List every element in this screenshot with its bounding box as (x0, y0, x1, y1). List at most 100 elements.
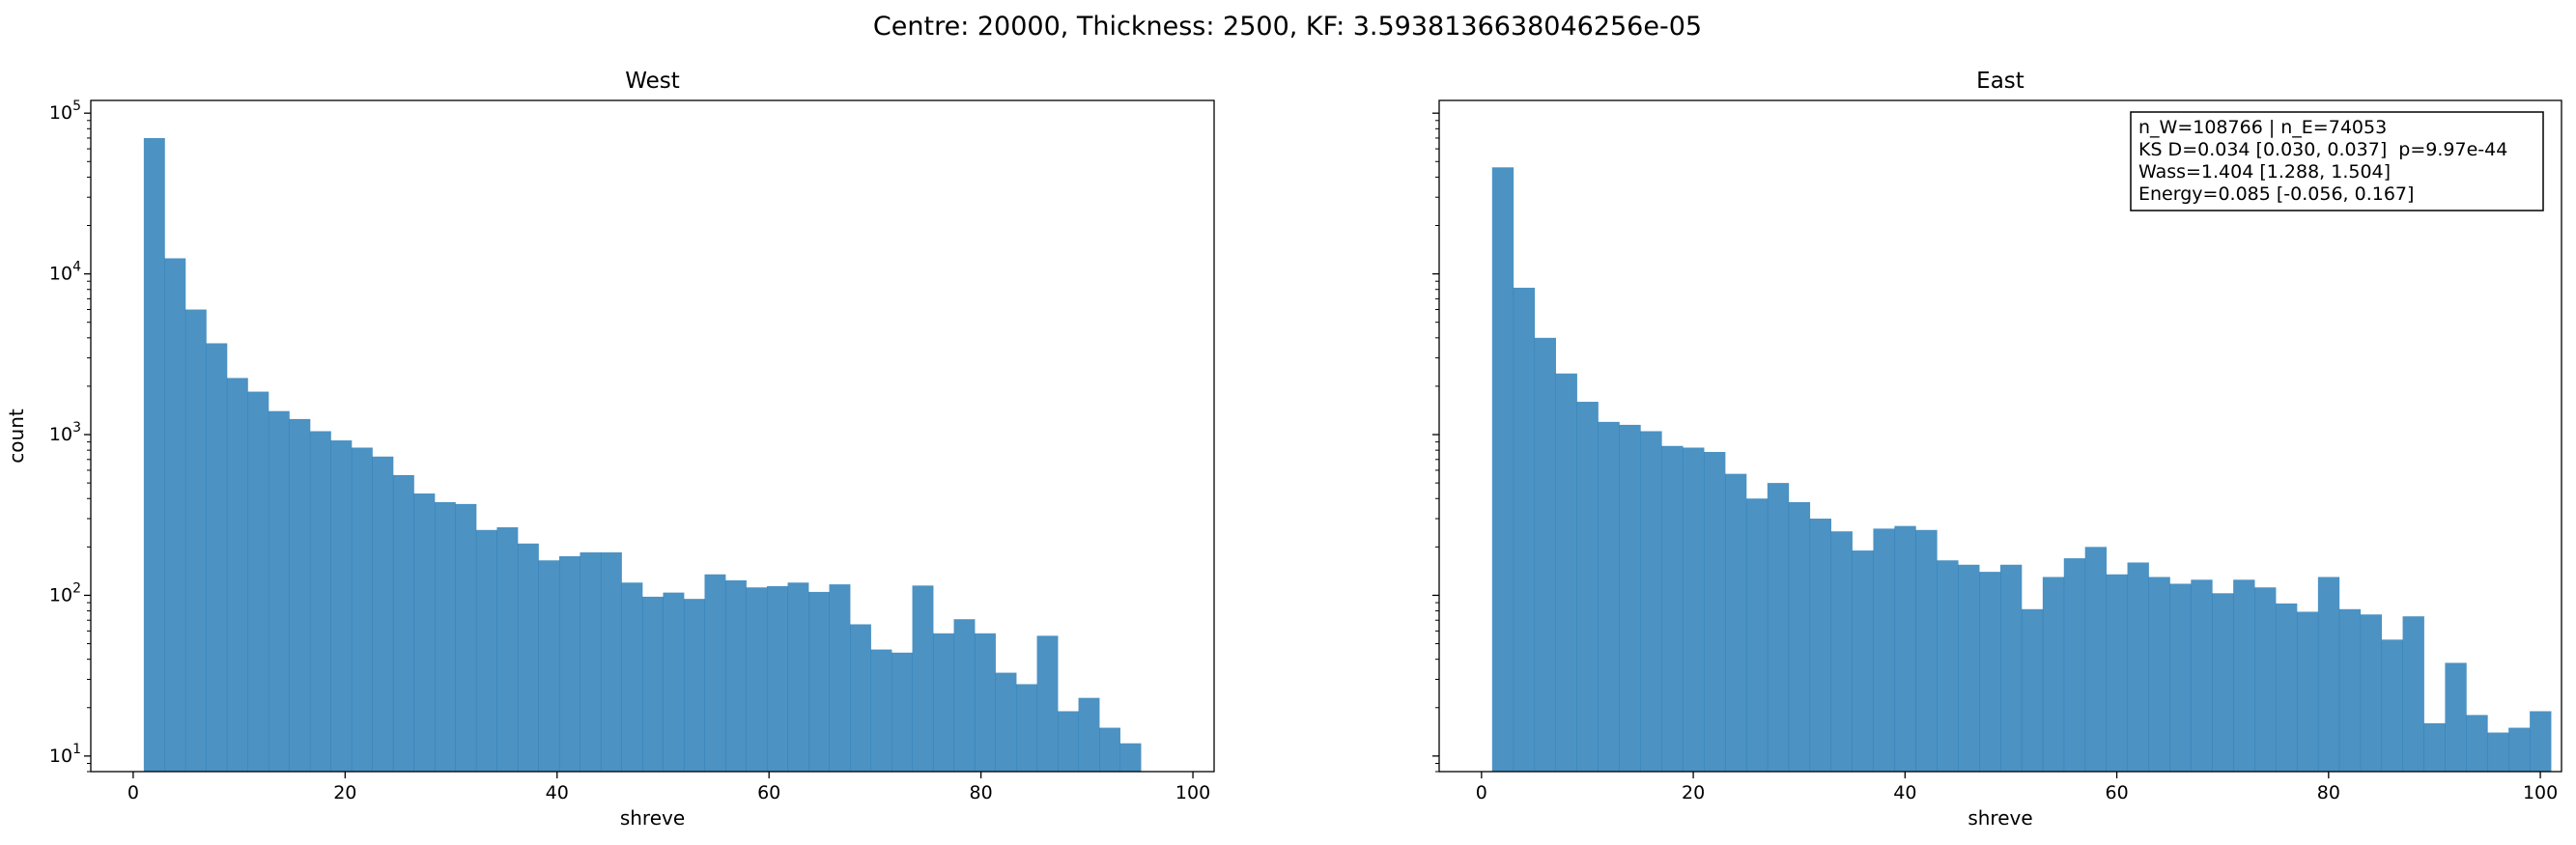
histogram-bar (2021, 608, 2044, 772)
histogram-bar (2508, 727, 2531, 772)
x-tick-label: 80 (970, 782, 993, 803)
histogram-bar (1788, 501, 1811, 772)
histogram-bar (517, 543, 539, 772)
east-axes-frame (1438, 99, 2562, 773)
histogram-bar (2063, 558, 2086, 772)
histogram-bar (475, 529, 497, 772)
histogram-bar (975, 633, 996, 772)
x-tick-label: 100 (2523, 782, 2558, 803)
stats-line-ks: KS D=0.034 [0.030, 0.037] p=9.97e-44 (2138, 139, 2507, 160)
east-x-axis-label: shreve (1967, 806, 2032, 830)
x-tick-label: 20 (333, 782, 356, 803)
histogram-bar (1513, 287, 1536, 772)
histogram-bar (1937, 560, 1959, 772)
west-bars (143, 137, 1142, 772)
x-tick-label: 40 (1893, 782, 1916, 803)
histogram-bar (1016, 684, 1037, 772)
histogram-bar (1767, 483, 1790, 772)
east-x-ticks: 0 20 40 60 80 100 (1476, 772, 2558, 803)
histogram-bar (2317, 577, 2340, 772)
histogram-bar (829, 584, 851, 772)
x-tick-label: 60 (2105, 782, 2128, 803)
histogram-bar (309, 431, 331, 772)
stats-line-wass: Wass=1.404 [1.288, 1.504] (2138, 161, 2391, 183)
histogram-bar (1598, 421, 1620, 772)
histogram-bar (580, 551, 602, 772)
y-tick-label: 105 (49, 99, 81, 124)
histogram-bar (1683, 447, 1705, 772)
histogram-bar (1491, 167, 1514, 772)
histogram-bar (1099, 727, 1120, 772)
histogram-bar (892, 652, 913, 772)
x-tick-label: 60 (757, 782, 780, 803)
histogram-bar (1534, 337, 1556, 772)
histogram-bar (2000, 564, 2023, 772)
histogram-bar (372, 456, 394, 772)
stats-line-counts: n_W=108766 | n_E=74053 (2138, 117, 2387, 138)
histogram-bar (1830, 531, 1853, 772)
east-panel: East 0 20 40 60 80 100 shreve (1432, 69, 2562, 830)
histogram-bar (2402, 616, 2424, 772)
histogram-bar (2127, 562, 2149, 772)
histogram-bar (933, 633, 954, 772)
y-tick-label: 103 (49, 420, 81, 445)
histogram-bar (351, 447, 373, 772)
histogram-bar (330, 440, 353, 772)
histogram-bar (289, 418, 311, 772)
histogram-bar (870, 649, 892, 772)
x-tick-label: 80 (2317, 782, 2340, 803)
x-tick-label: 100 (1175, 782, 1210, 803)
east-bars (1491, 167, 2552, 772)
histogram-bar (746, 587, 768, 772)
histogram-bar (1576, 402, 1599, 772)
histogram-bar (1979, 572, 2001, 772)
x-tick-label: 0 (1476, 782, 1487, 803)
histogram-bar (2338, 608, 2362, 772)
stats-box: n_W=108766 | n_E=74053 KS D=0.034 [0.030… (2130, 111, 2544, 211)
east-title: East (1976, 69, 2024, 94)
histogram-bar (1661, 445, 1684, 772)
west-title: West (625, 69, 680, 94)
histogram-bar (2106, 574, 2128, 772)
histogram-bar (2487, 732, 2509, 772)
west-x-axis-label: shreve (620, 806, 685, 830)
east-y-ticks (1432, 112, 1439, 773)
histogram-bar (600, 551, 622, 772)
histogram-bar (1619, 424, 1641, 772)
y-tick-label: 101 (49, 742, 81, 767)
histogram-bar (226, 378, 248, 772)
y-tick-label: 104 (49, 260, 81, 285)
histogram-bar (1640, 431, 1662, 772)
histogram-bar (953, 619, 976, 772)
histogram-bar (2276, 603, 2298, 772)
histogram-bar (1724, 473, 1747, 772)
histogram-bar (496, 527, 519, 772)
x-tick-label: 20 (1682, 782, 1705, 803)
histogram-bar (2423, 722, 2446, 772)
histogram-bar (2169, 583, 2192, 772)
histogram-bar (247, 391, 269, 772)
histogram-bar (663, 592, 685, 772)
histogram-bar (724, 579, 747, 772)
histogram-bar (2360, 614, 2383, 772)
histogram-bar (538, 560, 560, 772)
histogram-bar (995, 672, 1017, 772)
stats-box-frame (2130, 111, 2544, 211)
west-x-ticks: 0 20 40 60 80 100 (127, 772, 1210, 803)
histogram-bar (2191, 579, 2213, 772)
histogram-bar (558, 556, 580, 772)
histogram-bar (1704, 451, 1726, 772)
histogram-bar (1809, 519, 1832, 772)
histogram-bar (2296, 611, 2319, 772)
histogram-bar (143, 137, 165, 772)
histogram-bar (850, 624, 871, 772)
histogram-bar (1078, 697, 1100, 772)
histogram-bar (2148, 577, 2170, 772)
histogram-bar (912, 585, 934, 772)
histogram-bar (2212, 593, 2234, 772)
histogram-bar (766, 585, 788, 772)
stats-line-energy: Energy=0.085 [-0.056, 0.167] (2138, 183, 2414, 205)
west-y-ticks: 101 102 103 104 105 (49, 99, 91, 773)
histogram-bar (2042, 577, 2065, 772)
